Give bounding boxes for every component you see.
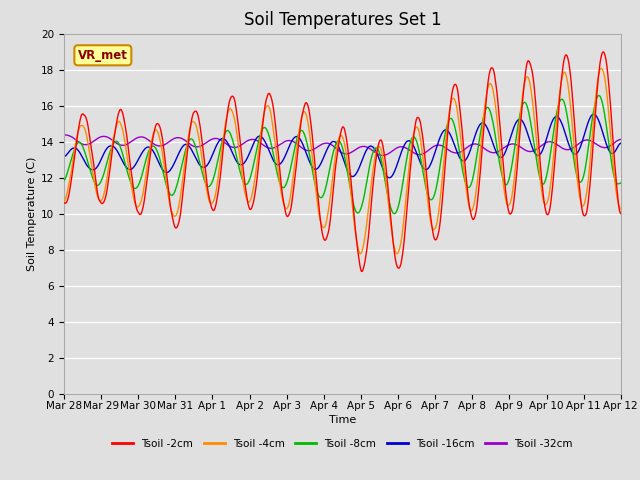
Legend: Tsoil -2cm, Tsoil -4cm, Tsoil -8cm, Tsoil -16cm, Tsoil -32cm: Tsoil -2cm, Tsoil -4cm, Tsoil -8cm, Tsoi… (108, 435, 577, 453)
Text: VR_met: VR_met (78, 49, 128, 62)
Y-axis label: Soil Temperature (C): Soil Temperature (C) (27, 156, 37, 271)
X-axis label: Time: Time (329, 415, 356, 425)
Title: Soil Temperatures Set 1: Soil Temperatures Set 1 (244, 11, 441, 29)
